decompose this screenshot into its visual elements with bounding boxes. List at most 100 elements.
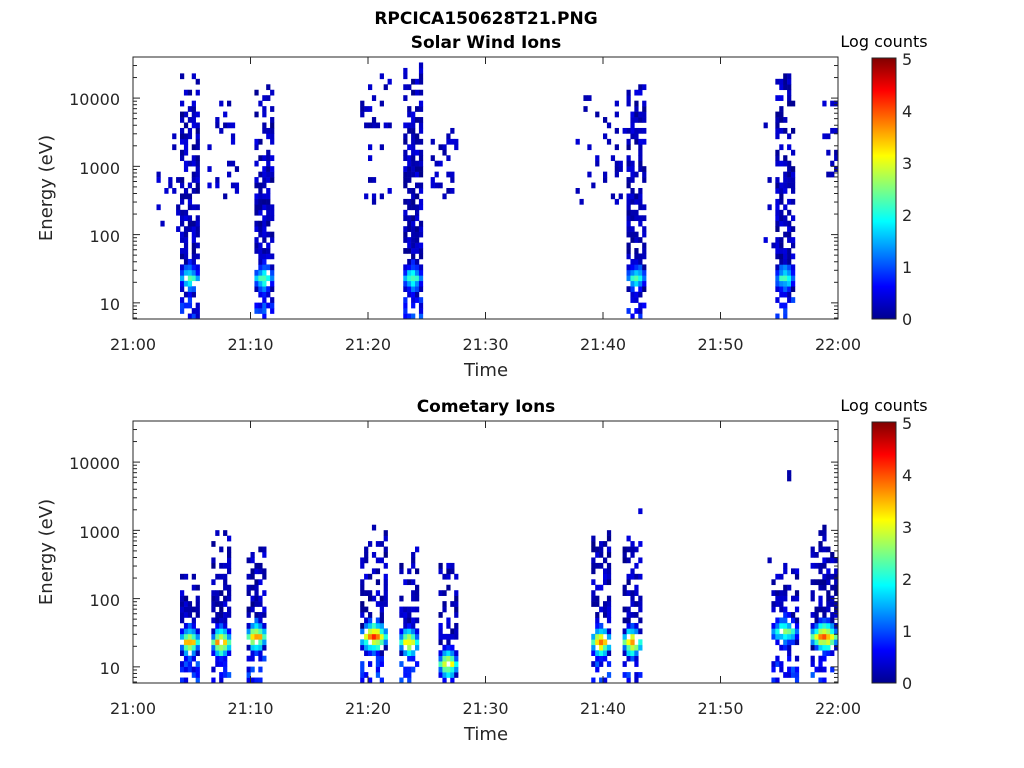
spectrogram-cell (810, 562, 815, 569)
spectrogram-cell (187, 89, 193, 96)
spectrogram-cell (411, 275, 416, 282)
spectrogram-cell (622, 606, 627, 613)
spectrogram-cell (258, 562, 263, 569)
spectrogram-cell (180, 209, 185, 216)
spectrogram-cell (364, 606, 369, 613)
spectrogram-cell (783, 672, 788, 678)
spectrogram-cell (371, 633, 377, 640)
spectrogram-cell (634, 650, 639, 657)
spectrogram-cell (791, 286, 796, 293)
spectrogram-cell (642, 269, 647, 276)
spectrogram-cell (383, 562, 388, 569)
spectrogram-cell (810, 612, 815, 618)
spectrogram-cell (834, 628, 839, 635)
spectrogram-cell (258, 595, 263, 602)
spectrogram-cell (791, 127, 796, 134)
spectrogram-cell (191, 584, 196, 591)
spectrogram-cell (595, 633, 600, 640)
spectrogram-cell (191, 308, 196, 314)
spectrogram-cell (258, 226, 263, 232)
spectrogram-cell (371, 644, 377, 651)
spectrogram-cell (219, 622, 224, 629)
x-axis-label: Time (463, 360, 508, 381)
spectrogram-cell (779, 633, 784, 640)
spectrogram-cell (371, 198, 377, 205)
spectrogram-cell (375, 579, 381, 586)
spectrogram-cell (187, 633, 193, 640)
spectrogram-cell (642, 242, 647, 249)
spectrogram-cell (411, 188, 416, 194)
spectrogram-cell (818, 617, 823, 624)
spectrogram-cell (223, 633, 228, 640)
x-tick-label: 21:10 (227, 699, 273, 718)
spectrogram-cell (418, 275, 424, 282)
x-tick-labels: 21:00 21:10 21:20 21:30 21:40 21:50 22:0… (110, 335, 861, 354)
spectrogram-cell (183, 133, 189, 140)
spectrogram-cell (446, 644, 451, 651)
spectrogram-cell (403, 633, 408, 640)
spectrogram-cell (403, 617, 408, 624)
spectrogram-cell (368, 622, 373, 629)
spectrogram-cell (227, 650, 232, 657)
spectrogram-cell (270, 280, 275, 287)
spectrogram-cell (787, 650, 792, 657)
spectrogram-cell (787, 470, 792, 476)
spectrogram-cell (606, 138, 612, 145)
spectrogram-cell (368, 628, 373, 635)
spectrogram-cell (591, 557, 596, 564)
spectrogram-cell (183, 264, 189, 271)
spectrogram-cell (407, 617, 412, 624)
spectrogram-cell (814, 617, 819, 624)
spectrogram-cell (626, 95, 631, 101)
spectrogram-cell (234, 182, 240, 189)
spectrogram-cell (818, 584, 823, 591)
spectrogram-cell (642, 171, 647, 178)
spectrogram-cell (195, 204, 200, 211)
spectrogram-cell (180, 308, 185, 314)
spectrogram-cell (642, 215, 647, 222)
spectrogram-cell (191, 275, 196, 282)
spectrogram-cell (783, 269, 788, 276)
spectrogram-cell (246, 573, 251, 580)
spectrogram-cell (626, 242, 631, 249)
spectrogram-cell (246, 612, 251, 618)
spectrogram-cell (411, 552, 416, 558)
spectrogram-cell (195, 215, 200, 222)
spectrogram-cell (258, 182, 263, 189)
spectrogram-cell (642, 138, 647, 145)
spectrogram-cell (454, 650, 459, 657)
spectrogram-cell (183, 280, 189, 287)
spectrogram-cell (411, 220, 416, 227)
spectrogram-cell (411, 590, 416, 596)
spectrogram-cell (634, 100, 639, 107)
spectrogram-cell (787, 209, 792, 216)
spectrogram-cell (254, 595, 259, 602)
spectrogram-cell (258, 155, 263, 162)
spectrogram-cell (230, 133, 236, 140)
spectrogram-cell (262, 313, 267, 320)
spectrogram-cell (379, 144, 384, 151)
spectrogram-cell (371, 524, 377, 531)
spectrogram-cell (262, 106, 267, 112)
spectrogram-cell (642, 302, 647, 309)
spectrogram-cell (371, 177, 377, 183)
spectrogram-cell (223, 122, 228, 129)
spectrogram-cell (262, 122, 267, 129)
spectrogram-cell (250, 606, 255, 613)
colorbar-tick-label: 2 (902, 570, 912, 589)
spectrogram-cell (191, 573, 196, 580)
spectrogram-cell (630, 655, 635, 662)
colorbar: Log counts 5 4 3 2 1 0 (840, 396, 927, 693)
spectrogram-cell (403, 171, 408, 178)
spectrogram-cell (630, 546, 635, 553)
spectrogram-cell (826, 579, 831, 586)
spectrogram-cell (187, 198, 193, 205)
spectrogram-cell (771, 666, 776, 673)
spectrogram-cell (407, 264, 412, 271)
spectrogram-cell (630, 291, 635, 298)
spectrogram-cell (215, 601, 220, 607)
spectrogram-cell (219, 628, 224, 635)
spectrogram-cell (595, 639, 600, 646)
spectrogram-cell (779, 160, 784, 167)
spectrogram-cell (407, 171, 412, 178)
